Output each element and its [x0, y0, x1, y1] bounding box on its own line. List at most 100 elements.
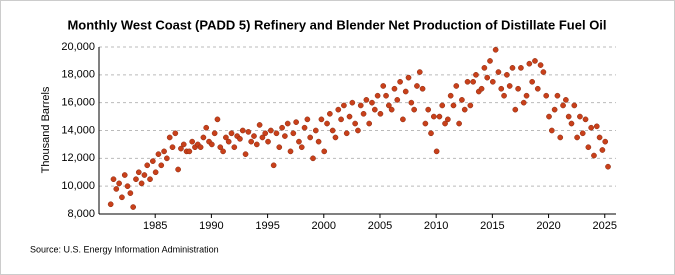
point	[529, 78, 536, 85]
point	[374, 92, 381, 99]
point	[411, 106, 417, 113]
point	[110, 176, 117, 183]
chart-title: Monthly West Coast (PADD 5) Refinery and…	[67, 17, 606, 32]
point	[186, 148, 193, 155]
y-tick-label: 18,000	[61, 69, 95, 81]
point	[430, 113, 437, 120]
point	[397, 78, 403, 85]
point	[256, 122, 263, 128]
point	[602, 138, 609, 145]
point	[318, 116, 325, 123]
point	[144, 162, 151, 169]
point	[512, 106, 519, 113]
point	[489, 78, 496, 85]
point	[282, 133, 288, 139]
point	[273, 130, 280, 137]
x-tick-label: 1985	[143, 220, 167, 232]
point	[239, 127, 246, 134]
point	[582, 116, 589, 123]
point	[298, 144, 305, 151]
point	[515, 85, 521, 92]
point	[391, 85, 398, 92]
point	[335, 106, 342, 113]
point	[501, 92, 507, 99]
point	[276, 144, 283, 151]
point	[495, 69, 502, 75]
point	[445, 116, 451, 123]
x-tick-label: 2015	[480, 220, 504, 232]
point	[290, 130, 297, 137]
point	[147, 176, 153, 183]
point	[605, 163, 611, 170]
point	[321, 148, 328, 155]
point	[301, 124, 308, 131]
point	[135, 169, 142, 176]
point	[386, 102, 392, 109]
y-tick-label: 14,000	[61, 124, 95, 136]
point	[380, 83, 387, 89]
point	[383, 92, 389, 99]
x-tick-label: 1990	[199, 220, 223, 232]
point	[577, 113, 583, 120]
point	[152, 169, 159, 176]
point	[161, 148, 167, 155]
point	[124, 183, 131, 190]
point	[284, 120, 291, 127]
point	[169, 144, 176, 151]
point	[400, 116, 406, 123]
point	[175, 166, 181, 173]
point	[585, 144, 592, 151]
point	[225, 138, 232, 145]
point	[492, 46, 499, 53]
point	[464, 78, 471, 85]
point	[425, 106, 432, 113]
point	[287, 148, 294, 155]
point	[591, 152, 597, 159]
point	[599, 147, 606, 153]
point	[520, 99, 527, 106]
x-tick-label: 1995	[255, 220, 279, 232]
y-axis-label: Thousand Barrels	[40, 86, 52, 173]
point	[565, 113, 572, 120]
point	[262, 130, 269, 137]
point	[593, 123, 600, 130]
point	[526, 60, 533, 67]
point	[113, 186, 120, 192]
point	[296, 138, 302, 145]
point	[130, 204, 137, 210]
point	[178, 145, 184, 152]
point	[259, 134, 266, 141]
point	[532, 58, 538, 64]
point	[377, 110, 384, 117]
point	[248, 138, 255, 145]
point	[551, 106, 558, 113]
point	[442, 120, 448, 127]
point	[371, 106, 378, 113]
point	[352, 120, 358, 127]
point	[568, 120, 575, 127]
point	[498, 85, 505, 92]
point	[189, 138, 196, 145]
point	[346, 113, 353, 120]
point	[467, 102, 474, 109]
point	[133, 176, 139, 183]
point	[231, 144, 238, 151]
point	[200, 134, 207, 141]
point	[223, 134, 229, 141]
point	[509, 65, 516, 71]
y-tick-label: 20,000	[61, 41, 95, 53]
point	[127, 190, 134, 196]
point	[560, 102, 566, 109]
point	[571, 102, 578, 109]
point	[484, 74, 491, 81]
point	[436, 113, 443, 120]
point	[459, 97, 465, 103]
point	[461, 106, 468, 113]
point	[214, 116, 221, 123]
point	[357, 102, 364, 109]
point	[327, 110, 333, 117]
point	[557, 134, 564, 141]
point	[329, 127, 336, 134]
point	[270, 162, 277, 169]
